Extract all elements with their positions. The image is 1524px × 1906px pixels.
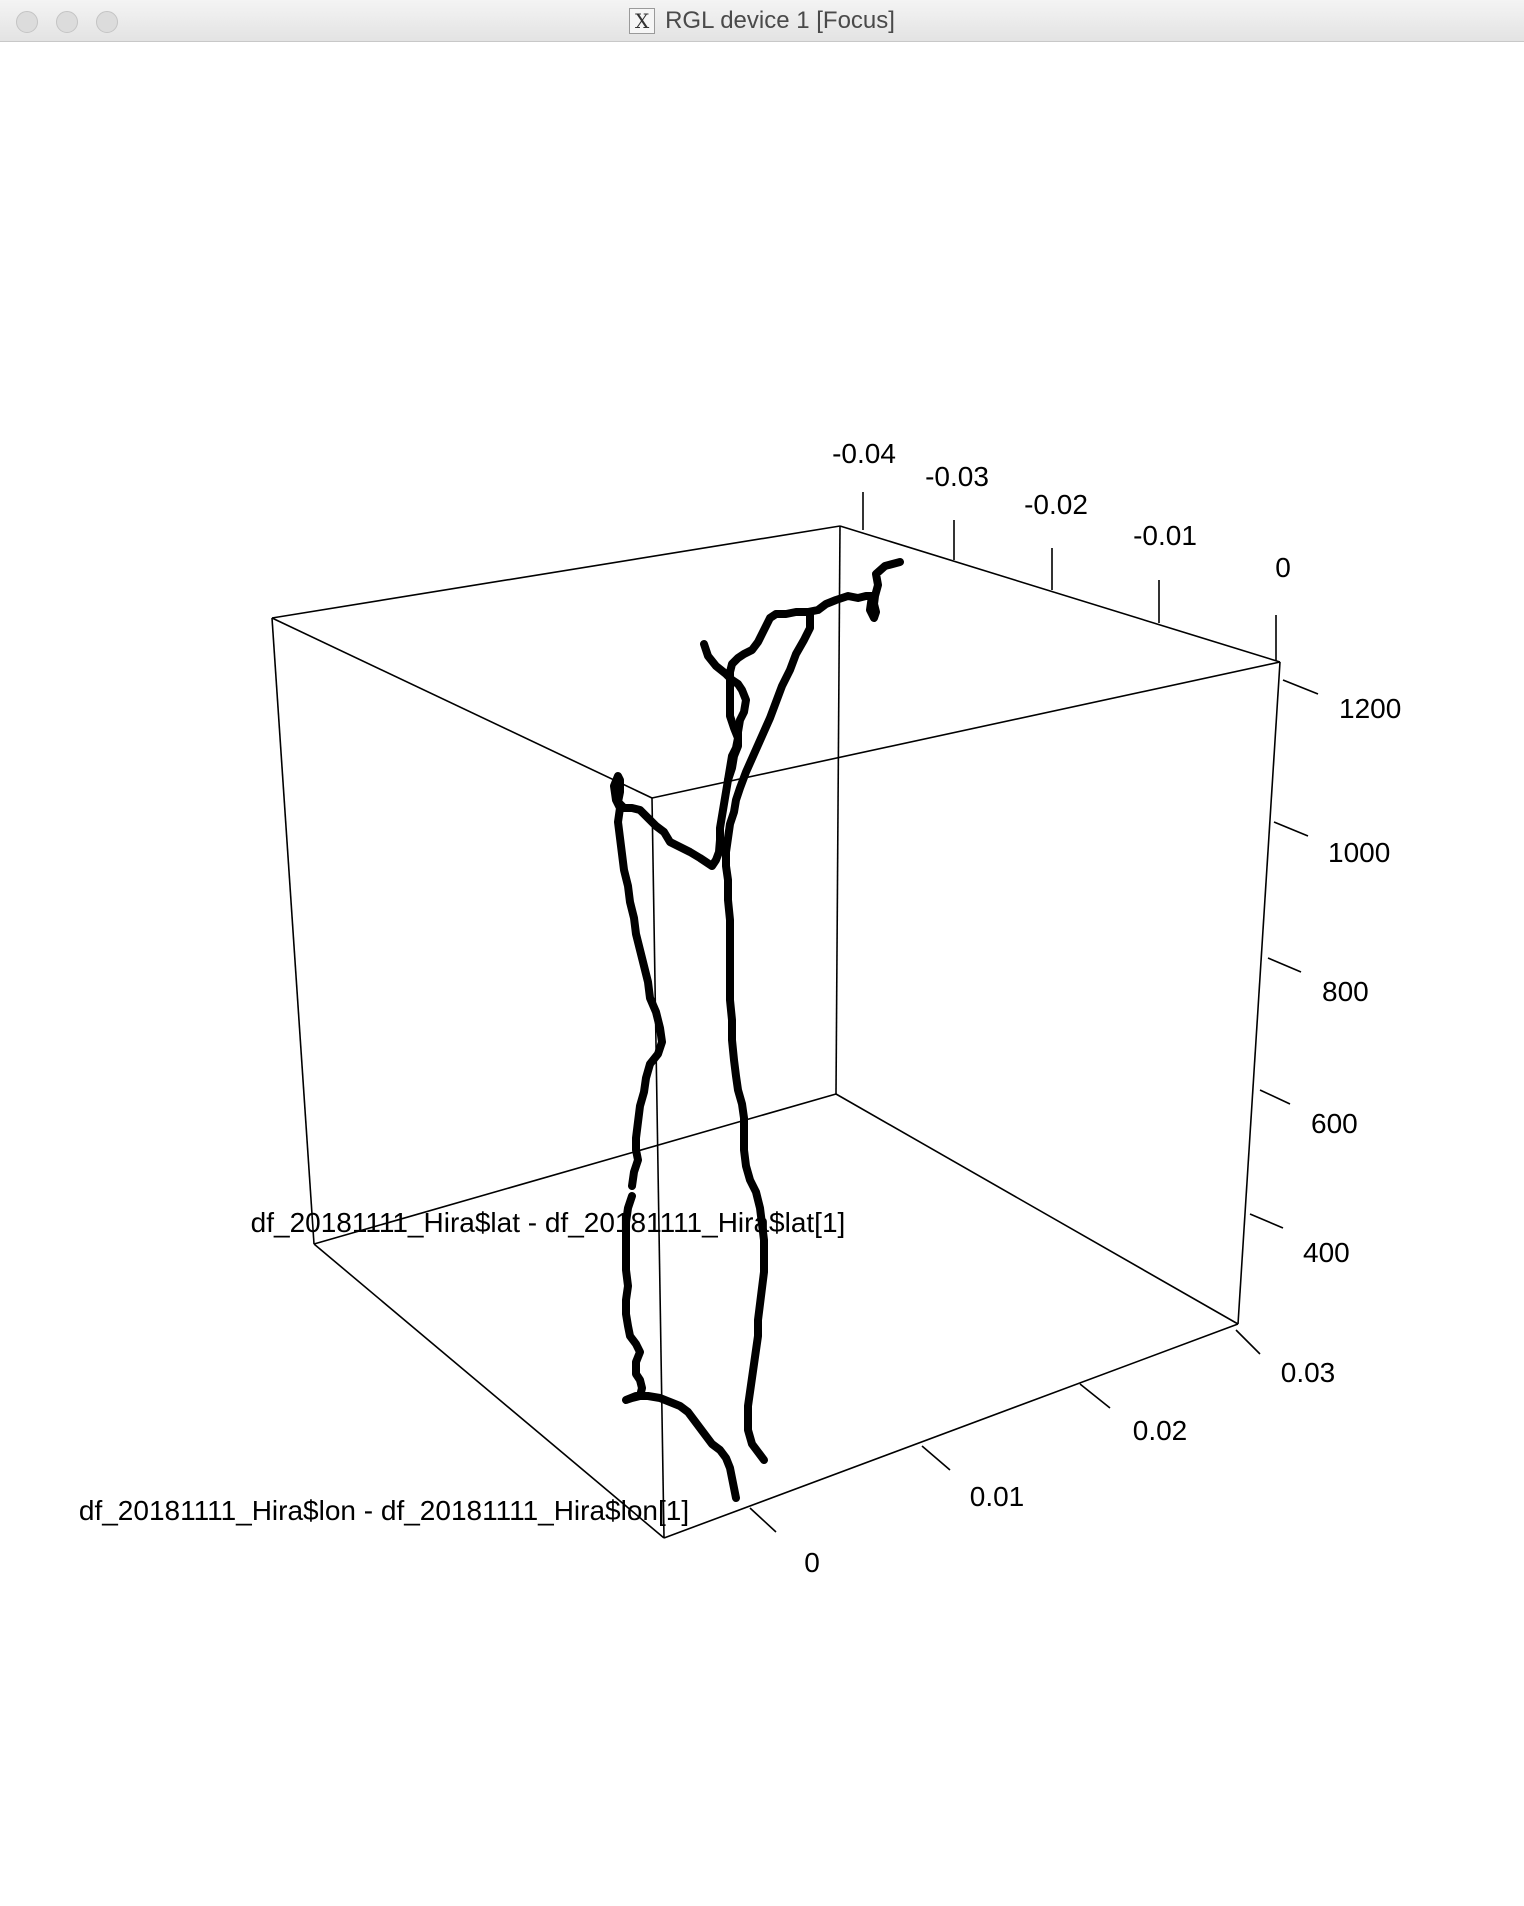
window-title-group: X RGL device 1 [Focus] <box>0 0 1524 42</box>
box-edge <box>663 1323 1239 1539</box>
z-tick-label: 800 <box>1322 976 1369 1007</box>
box-edge <box>313 1093 837 1245</box>
box-edge <box>271 617 653 799</box>
z-tick-mark <box>1249 1213 1284 1229</box>
window-title: RGL device 1 [Focus] <box>665 7 895 34</box>
y-tick-label: -0.01 <box>1133 520 1197 551</box>
z-tick-label: 1000 <box>1328 837 1390 868</box>
box-edge <box>835 1093 1239 1325</box>
trajectory <box>610 558 904 1502</box>
track-series <box>622 1192 740 1502</box>
box-edge <box>839 525 1281 663</box>
box-edge <box>835 525 841 1095</box>
x-tick-label: 0.01 <box>970 1481 1025 1512</box>
y-tick-label: -0.02 <box>1024 489 1088 520</box>
y-axis-label: df_20181111_Hira$lat - df_20181111_Hira$… <box>251 1207 846 1238</box>
close-icon[interactable] <box>16 11 38 33</box>
x-tick-mark <box>1235 1329 1261 1355</box>
window-titlebar[interactable]: X RGL device 1 [Focus] <box>0 0 1524 42</box>
box-edge <box>313 1243 665 1539</box>
z-tick-mark <box>1267 957 1302 973</box>
box-edge <box>271 525 841 619</box>
rgl-3d-plot[interactable]: -0.04 -0.03 -0.02 -0.01 0 1200 1000 800 … <box>0 42 1524 1906</box>
y-tick-label: -0.03 <box>925 461 989 492</box>
z-tick-label: 400 <box>1303 1237 1350 1268</box>
minimize-icon[interactable] <box>56 11 78 33</box>
z-tick-label: 600 <box>1311 1108 1358 1139</box>
track-series <box>700 640 750 784</box>
x-tick-mark <box>921 1445 951 1471</box>
bounding-box <box>271 525 1281 1539</box>
x11-icon: X <box>629 8 656 34</box>
x-tick-label: 0.03 <box>1281 1357 1336 1388</box>
zoom-icon[interactable] <box>96 11 118 33</box>
x-tick-label: 0.02 <box>1133 1415 1188 1446</box>
z-tick-label: 1200 <box>1339 693 1401 724</box>
z-tick-mark <box>1259 1089 1291 1105</box>
axis-labels: df_20181111_Hira$lat - df_20181111_Hira$… <box>79 1207 845 1526</box>
x-tick-label: 0 <box>804 1547 820 1578</box>
x-axis-label: df_20181111_Hira$lon - df_20181111_Hira$… <box>79 1495 689 1526</box>
z-tick-mark <box>1282 679 1319 695</box>
box-edge <box>1237 661 1281 1325</box>
tick-marks <box>749 492 1319 1533</box>
y-tick-label: 0 <box>1275 552 1291 583</box>
z-tick-mark <box>1273 821 1309 837</box>
y-tick-label: -0.04 <box>832 438 896 469</box>
x-tick-mark <box>1079 1383 1111 1409</box>
track-series <box>610 558 904 1190</box>
track-series <box>722 608 814 1464</box>
box-edge <box>651 661 1281 799</box>
box-edge <box>651 797 665 1539</box>
tick-labels: -0.04 -0.03 -0.02 -0.01 0 1200 1000 800 … <box>804 438 1401 1578</box>
x-tick-mark <box>749 1507 777 1533</box>
box-edge <box>271 617 315 1245</box>
